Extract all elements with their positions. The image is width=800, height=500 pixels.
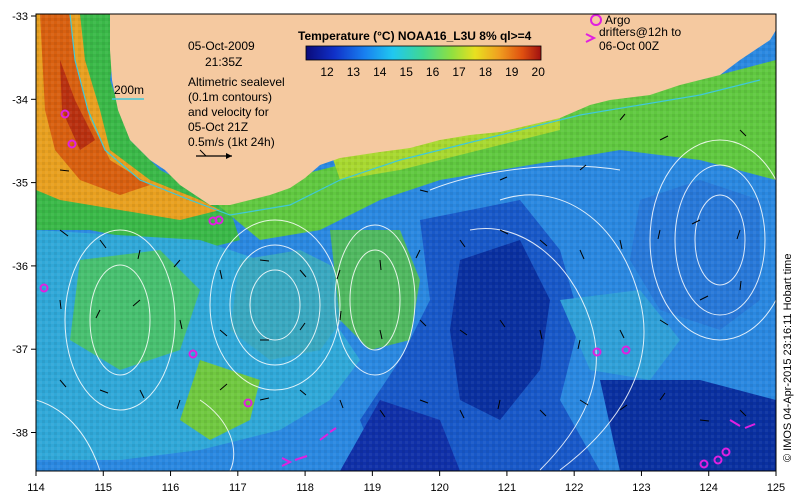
colorbar-tick-label: 15 xyxy=(400,65,414,79)
y-tick-label: -38 xyxy=(12,428,28,440)
contour-label: 200m xyxy=(114,83,144,97)
legend-line-3: and velocity for xyxy=(188,105,269,119)
drifter-legend-icon xyxy=(585,33,597,43)
velocity-arrows xyxy=(59,113,747,422)
legend-line-5: 0.5m/s (1kt 24h) xyxy=(188,135,275,149)
x-tick-label: 122 xyxy=(565,482,583,494)
plot-frame xyxy=(35,13,777,472)
x-tick-label: 123 xyxy=(632,482,650,494)
x-tick-label: 119 xyxy=(364,482,382,494)
drifter-line-2: 06-Oct 00Z xyxy=(599,39,659,53)
colorbar xyxy=(305,45,542,61)
map-time: 21:35Z xyxy=(205,55,242,69)
colorbar-tick-label: 13 xyxy=(347,65,361,79)
argo-floats xyxy=(39,109,731,469)
x-tick-label: 118 xyxy=(296,482,314,494)
y-tick-label: -36 xyxy=(12,261,28,273)
drifter-tracks xyxy=(281,419,756,467)
colorbar-title: Temperature (°C) NOAA16_L3U 8% ql>=4 xyxy=(298,29,532,43)
y-tick-label: -37 xyxy=(12,344,28,356)
x-tick-label: 115 xyxy=(94,482,112,494)
colorbar-tick-label: 20 xyxy=(532,65,546,79)
drifter-line-1: drifters@12h to xyxy=(599,25,682,39)
x-axis: 114 115 116 117 118 119 120 121 122 123 124 125 xyxy=(27,471,785,494)
x-tick-label: 114 xyxy=(27,482,45,494)
colorbar-tick-label: 17 xyxy=(452,65,466,79)
x-tick-label: 116 xyxy=(162,482,180,494)
colorbar-ticks: 12 13 14 15 16 17 18 19 20 xyxy=(320,65,545,79)
y-tick-label: -33 xyxy=(12,11,28,23)
argo-legend-icon xyxy=(590,14,602,26)
legend-line-4: 05-Oct 21Z xyxy=(188,120,248,134)
map-date: 05-Oct-2009 xyxy=(188,39,255,53)
legend-line-1: Altimetric sealevel xyxy=(188,75,285,89)
x-tick-label: 125 xyxy=(767,482,785,494)
sealevel-contours xyxy=(36,139,776,471)
velocity-scale-arrowhead xyxy=(226,153,232,159)
x-tick-label: 120 xyxy=(430,482,448,494)
y-axis: -33 -34 -35 -36 -37 -38 xyxy=(12,11,36,440)
legend-line-2: (0.1m contours) xyxy=(188,90,272,104)
x-tick-label: 117 xyxy=(229,482,247,494)
isobath-200m xyxy=(69,14,761,216)
colorbar-tick-label: 12 xyxy=(320,65,334,79)
sst-field: 05-Oct-2009 21:35Z 200m Altimetric seale… xyxy=(36,13,776,471)
y-tick-label: -34 xyxy=(12,94,28,106)
credit-text: © IMOS 04-Apr-2015 23:16:11 Hobart time xyxy=(782,254,794,462)
argo-label: Argo xyxy=(605,13,631,27)
land-mass xyxy=(110,14,776,205)
colorbar-tick-label: 19 xyxy=(505,65,519,79)
colorbar-tick-label: 16 xyxy=(426,65,440,79)
colorbar-tick-label: 14 xyxy=(373,65,387,79)
x-tick-label: 121 xyxy=(498,482,516,494)
y-tick-label: -35 xyxy=(12,178,28,190)
colorbar-tick-label: 18 xyxy=(479,65,493,79)
x-tick-label: 124 xyxy=(700,482,718,494)
